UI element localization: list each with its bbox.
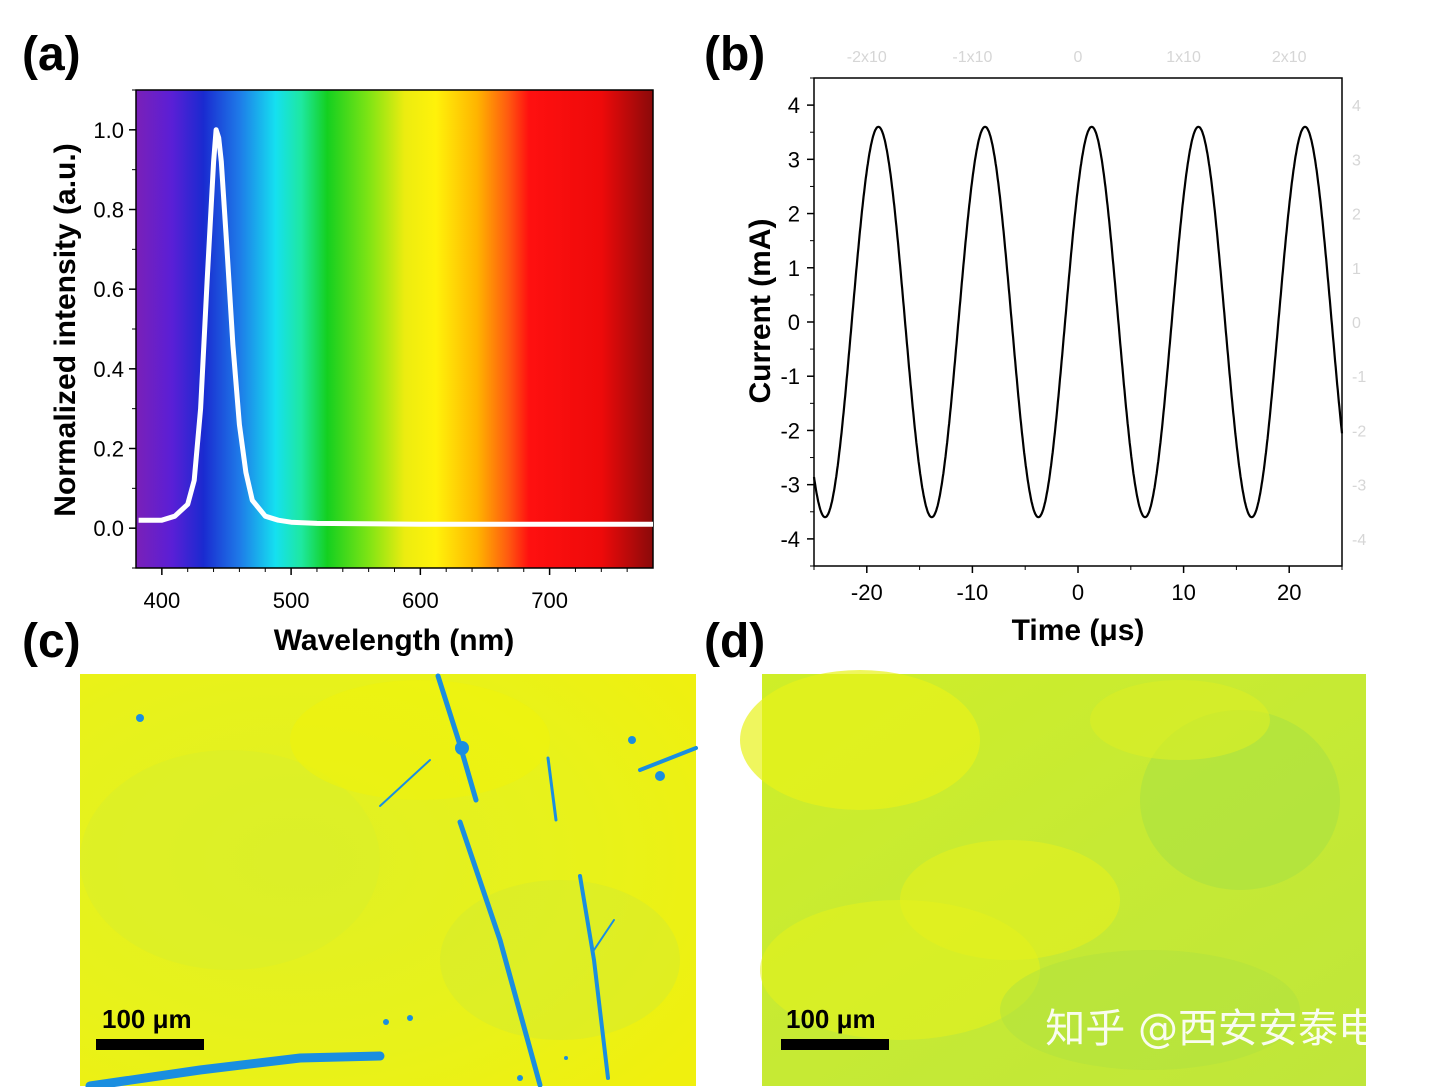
- spot: [407, 1015, 413, 1021]
- top-axis-label: 2x10: [1272, 49, 1307, 66]
- scale-bar-label-d: 100 μm: [786, 1004, 876, 1034]
- panel-label-d: (d): [704, 615, 765, 668]
- right-axis-label: 1: [1352, 261, 1361, 278]
- top-axis-label: 0: [1074, 49, 1083, 66]
- panel-label-b: (b): [704, 28, 765, 81]
- chart-a-xlabel: Wavelength (nm): [274, 624, 515, 657]
- chart-a-spectrum: 400 500 600 700 0.0 0.2 0.4 0.6 0.8 1.0 Wavelengt…: [49, 89, 654, 657]
- micrograph-d-patch: [740, 670, 980, 810]
- chart-b-frame: [813, 77, 1343, 567]
- right-axis-label: -4: [1352, 532, 1366, 549]
- scale-bar-label-c: 100 μm: [102, 1004, 192, 1034]
- y-tick-label: 0.8: [93, 198, 124, 223]
- right-axis-label: -2: [1352, 423, 1366, 440]
- top-axis-label: -1x10: [952, 49, 992, 66]
- y-tick-label: -1: [780, 364, 800, 389]
- spot: [455, 741, 469, 755]
- micrograph-c: 100 μm: [80, 673, 698, 1087]
- y-tick-label: 0.2: [93, 437, 124, 462]
- x-tick-label: 500: [273, 588, 310, 613]
- right-axis-label: -1: [1352, 369, 1366, 386]
- spot: [383, 1019, 389, 1025]
- chart-b-ylabel: Current (mA): [744, 219, 777, 404]
- micrograph-c-patch: [290, 680, 550, 800]
- panel-label-a: (a): [22, 28, 81, 81]
- y-tick-label: 1.0: [93, 118, 124, 143]
- scale-bar-c: [96, 1039, 204, 1050]
- scratch-line: [638, 746, 698, 772]
- micrograph-c-spots: [136, 714, 665, 1081]
- x-tick-label: 0: [1072, 580, 1084, 605]
- micrograph-c-scratches: [85, 673, 698, 1087]
- emission-line: [138, 127, 653, 527]
- spot: [655, 771, 665, 781]
- scratch-line: [85, 1051, 385, 1087]
- y-tick-label: -3: [780, 473, 800, 498]
- micrograph-d: 100 μm: [740, 670, 1366, 1086]
- x-tick-label: -10: [957, 580, 989, 605]
- x-tick-label: -20: [851, 580, 883, 605]
- x-tick-label: 700: [531, 588, 568, 613]
- right-axis-label: 0: [1352, 315, 1361, 332]
- y-tick-label: 0: [788, 310, 800, 335]
- right-axis-label: 2: [1352, 207, 1361, 224]
- y-tick-label: 0.4: [93, 357, 124, 382]
- chart-a-ylabel: Normalized intensity (a.u.): [49, 143, 82, 516]
- y-tick-label: -4: [780, 527, 800, 552]
- right-axis-label: 4: [1352, 98, 1361, 115]
- top-axis-label: 1x10: [1166, 49, 1201, 66]
- current-waveform: [812, 125, 1344, 519]
- y-tick-label: 3: [788, 147, 800, 172]
- right-axis-label: -3: [1352, 478, 1366, 495]
- micrograph-d-patch: [1000, 950, 1300, 1070]
- micrograph-d-patch: [760, 900, 1040, 1040]
- spot: [564, 1056, 568, 1060]
- micrograph-c-patch: [80, 750, 380, 970]
- scratch-line: [593, 919, 615, 951]
- y-tick-label: -2: [780, 418, 800, 443]
- x-tick-label: 10: [1171, 580, 1195, 605]
- watermark-text: 知乎 @西安安泰电子: [1045, 1006, 1418, 1052]
- x-tick-label: 400: [143, 588, 180, 613]
- x-tick-label: 600: [402, 588, 439, 613]
- y-tick-label: 0.0: [93, 516, 124, 541]
- y-tick-label: 1: [788, 256, 800, 281]
- scratch-line: [578, 874, 610, 1080]
- top-axis-label: -2x10: [847, 49, 887, 66]
- y-tick-label: 0.6: [93, 277, 124, 302]
- x-tick-label: 20: [1277, 580, 1301, 605]
- scratch-line: [457, 819, 543, 1087]
- scratch-line: [546, 756, 558, 822]
- panel-label-c: (c): [22, 615, 81, 668]
- micrograph-d-patch: [1090, 680, 1270, 760]
- spot: [136, 714, 144, 722]
- y-tick-label: 4: [788, 93, 800, 118]
- chart-b-xlabel: Time (μs): [1012, 614, 1145, 647]
- right-axis-label: 3: [1352, 152, 1361, 169]
- scale-bar-d: [781, 1039, 889, 1050]
- spot: [517, 1075, 523, 1081]
- spot: [628, 736, 636, 744]
- micrograph-c-patch: [440, 880, 680, 1040]
- scratch-line: [379, 759, 431, 807]
- y-tick-label: 2: [788, 202, 800, 227]
